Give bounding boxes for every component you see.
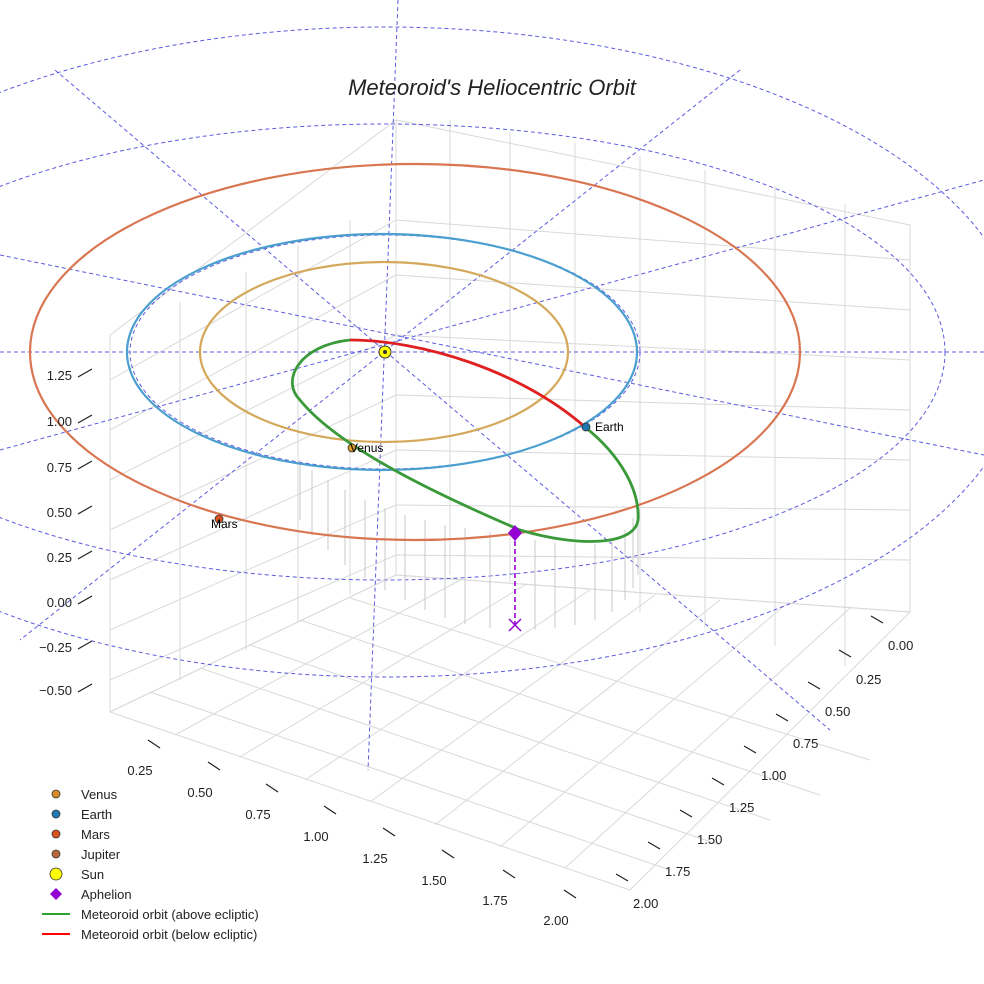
- x-axis: 0.00 0.25 0.50 0.75 1.00 1.25 1.50 1.75 2.00: [615, 615, 913, 911]
- y-tick-label: 1.00: [303, 829, 328, 844]
- legend-label: Mars: [81, 827, 110, 842]
- legend-item: Aphelion: [50, 887, 132, 902]
- y-axis: 0.25 0.50 0.75 1.00 1.25 1.50 1.75 2.00: [127, 739, 577, 928]
- legend-item: Meteoroid orbit (below ecliptic): [42, 927, 257, 942]
- venus-orbit: [198, 260, 570, 444]
- y-tick: [441, 849, 455, 859]
- sun-marker: [378, 345, 392, 359]
- earth-marker: [581, 422, 591, 432]
- legend-label: Earth: [81, 807, 112, 822]
- x-tick: [615, 873, 629, 882]
- guide-layer: [0, 0, 984, 771]
- z-tick: [77, 414, 93, 424]
- y-tick-label: 0.75: [245, 807, 270, 822]
- x-tick-label: 0.75: [793, 736, 818, 751]
- y-tick-label: 2.00: [543, 913, 568, 928]
- earth-orbit: [125, 232, 639, 472]
- aphelion-projection-marker: [508, 618, 522, 632]
- legend-marker: [49, 867, 63, 881]
- x-tick: [743, 745, 757, 754]
- venus-label: Venus: [350, 441, 383, 455]
- mars-orbit: [28, 162, 802, 542]
- z-tick-label: 0.50: [47, 505, 72, 520]
- earth-label: Earth: [595, 420, 624, 434]
- y-tick: [265, 783, 279, 793]
- legend-item: Meteoroid orbit (above ecliptic): [42, 907, 259, 922]
- y-tick: [323, 805, 337, 815]
- meteoroid-orbit: [290, 338, 640, 543]
- x-tick: [647, 841, 661, 850]
- x-tick: [679, 809, 693, 818]
- aphelion-marker: [508, 525, 522, 541]
- mars-marker: [214, 514, 224, 524]
- y-tick-label: 1.50: [421, 873, 446, 888]
- venus-marker: [347, 443, 357, 453]
- z-tick: [77, 683, 93, 693]
- z-tick: [77, 595, 93, 605]
- z-tick-label: 0.00: [47, 595, 72, 610]
- z-axis: 1.25 1.00 0.75 0.50 0.25 0.00 −0.25 −0.50: [39, 368, 93, 698]
- mars-label: Mars: [211, 517, 238, 531]
- legend-label: Meteoroid orbit (below ecliptic): [81, 927, 257, 942]
- x-tick-label: 2.00: [633, 896, 658, 911]
- legend-marker: [51, 829, 61, 839]
- y-tick-label: 0.25: [127, 763, 152, 778]
- x-tick-label: 1.50: [697, 832, 722, 847]
- legend-item: Mars: [51, 827, 110, 842]
- x-tick: [838, 649, 852, 658]
- x-tick: [870, 615, 884, 624]
- meteoroid-orbit-above: [290, 338, 640, 543]
- y-tick: [382, 827, 396, 837]
- z-tick-label: 0.25: [47, 550, 72, 565]
- legend-marker: [50, 888, 62, 900]
- x-tick-label: 1.75: [665, 864, 690, 879]
- legend-label: Meteoroid orbit (above ecliptic): [81, 907, 259, 922]
- z-tick-label: −0.25: [39, 640, 72, 655]
- z-tick: [77, 368, 93, 378]
- x-tick-label: 0.00: [888, 638, 913, 653]
- legend-marker: [51, 789, 61, 799]
- x-tick: [775, 713, 789, 722]
- meteoroid-orbit-below: [349, 338, 586, 429]
- y-tick: [502, 869, 516, 879]
- y-tick-label: 1.75: [482, 893, 507, 908]
- legend-label: Aphelion: [81, 887, 132, 902]
- legend-label: Sun: [81, 867, 104, 882]
- y-tick: [147, 739, 161, 749]
- legend-item: Jupiter: [51, 847, 121, 862]
- x-tick-label: 0.25: [856, 672, 881, 687]
- z-tick-label: 0.75: [47, 460, 72, 475]
- z-tick: [77, 550, 93, 560]
- x-tick: [711, 777, 725, 786]
- legend-marker: [51, 809, 61, 819]
- x-tick-label: 1.25: [729, 800, 754, 815]
- z-tick-label: 1.25: [47, 368, 72, 383]
- z-tick: [77, 505, 93, 515]
- x-tick-label: 0.50: [825, 704, 850, 719]
- x-tick: [807, 681, 821, 690]
- y-tick: [207, 761, 221, 771]
- grid-layer: [109, 119, 911, 891]
- legend-label: Jupiter: [81, 847, 121, 862]
- legend-item: Sun: [49, 867, 104, 882]
- y-tick-label: 0.50: [187, 785, 212, 800]
- legend-marker: [51, 849, 61, 859]
- y-tick: [563, 889, 577, 899]
- z-tick-label: −0.50: [39, 683, 72, 698]
- orbit-droplines: [299, 460, 639, 630]
- z-tick: [77, 460, 93, 470]
- legend-label: Venus: [81, 787, 118, 802]
- y-tick-label: 1.25: [362, 851, 387, 866]
- legend: Venus Earth Mars Jupiter Sun Aphelion Meteoroi…: [42, 787, 259, 942]
- z-tick-label: 1.00: [47, 414, 72, 429]
- x-tick-label: 1.00: [761, 768, 786, 783]
- z-tick: [77, 640, 93, 650]
- legend-item: Venus: [51, 787, 118, 802]
- chart-title: Meteoroid's Heliocentric Orbit: [348, 75, 637, 100]
- legend-item: Earth: [51, 807, 112, 822]
